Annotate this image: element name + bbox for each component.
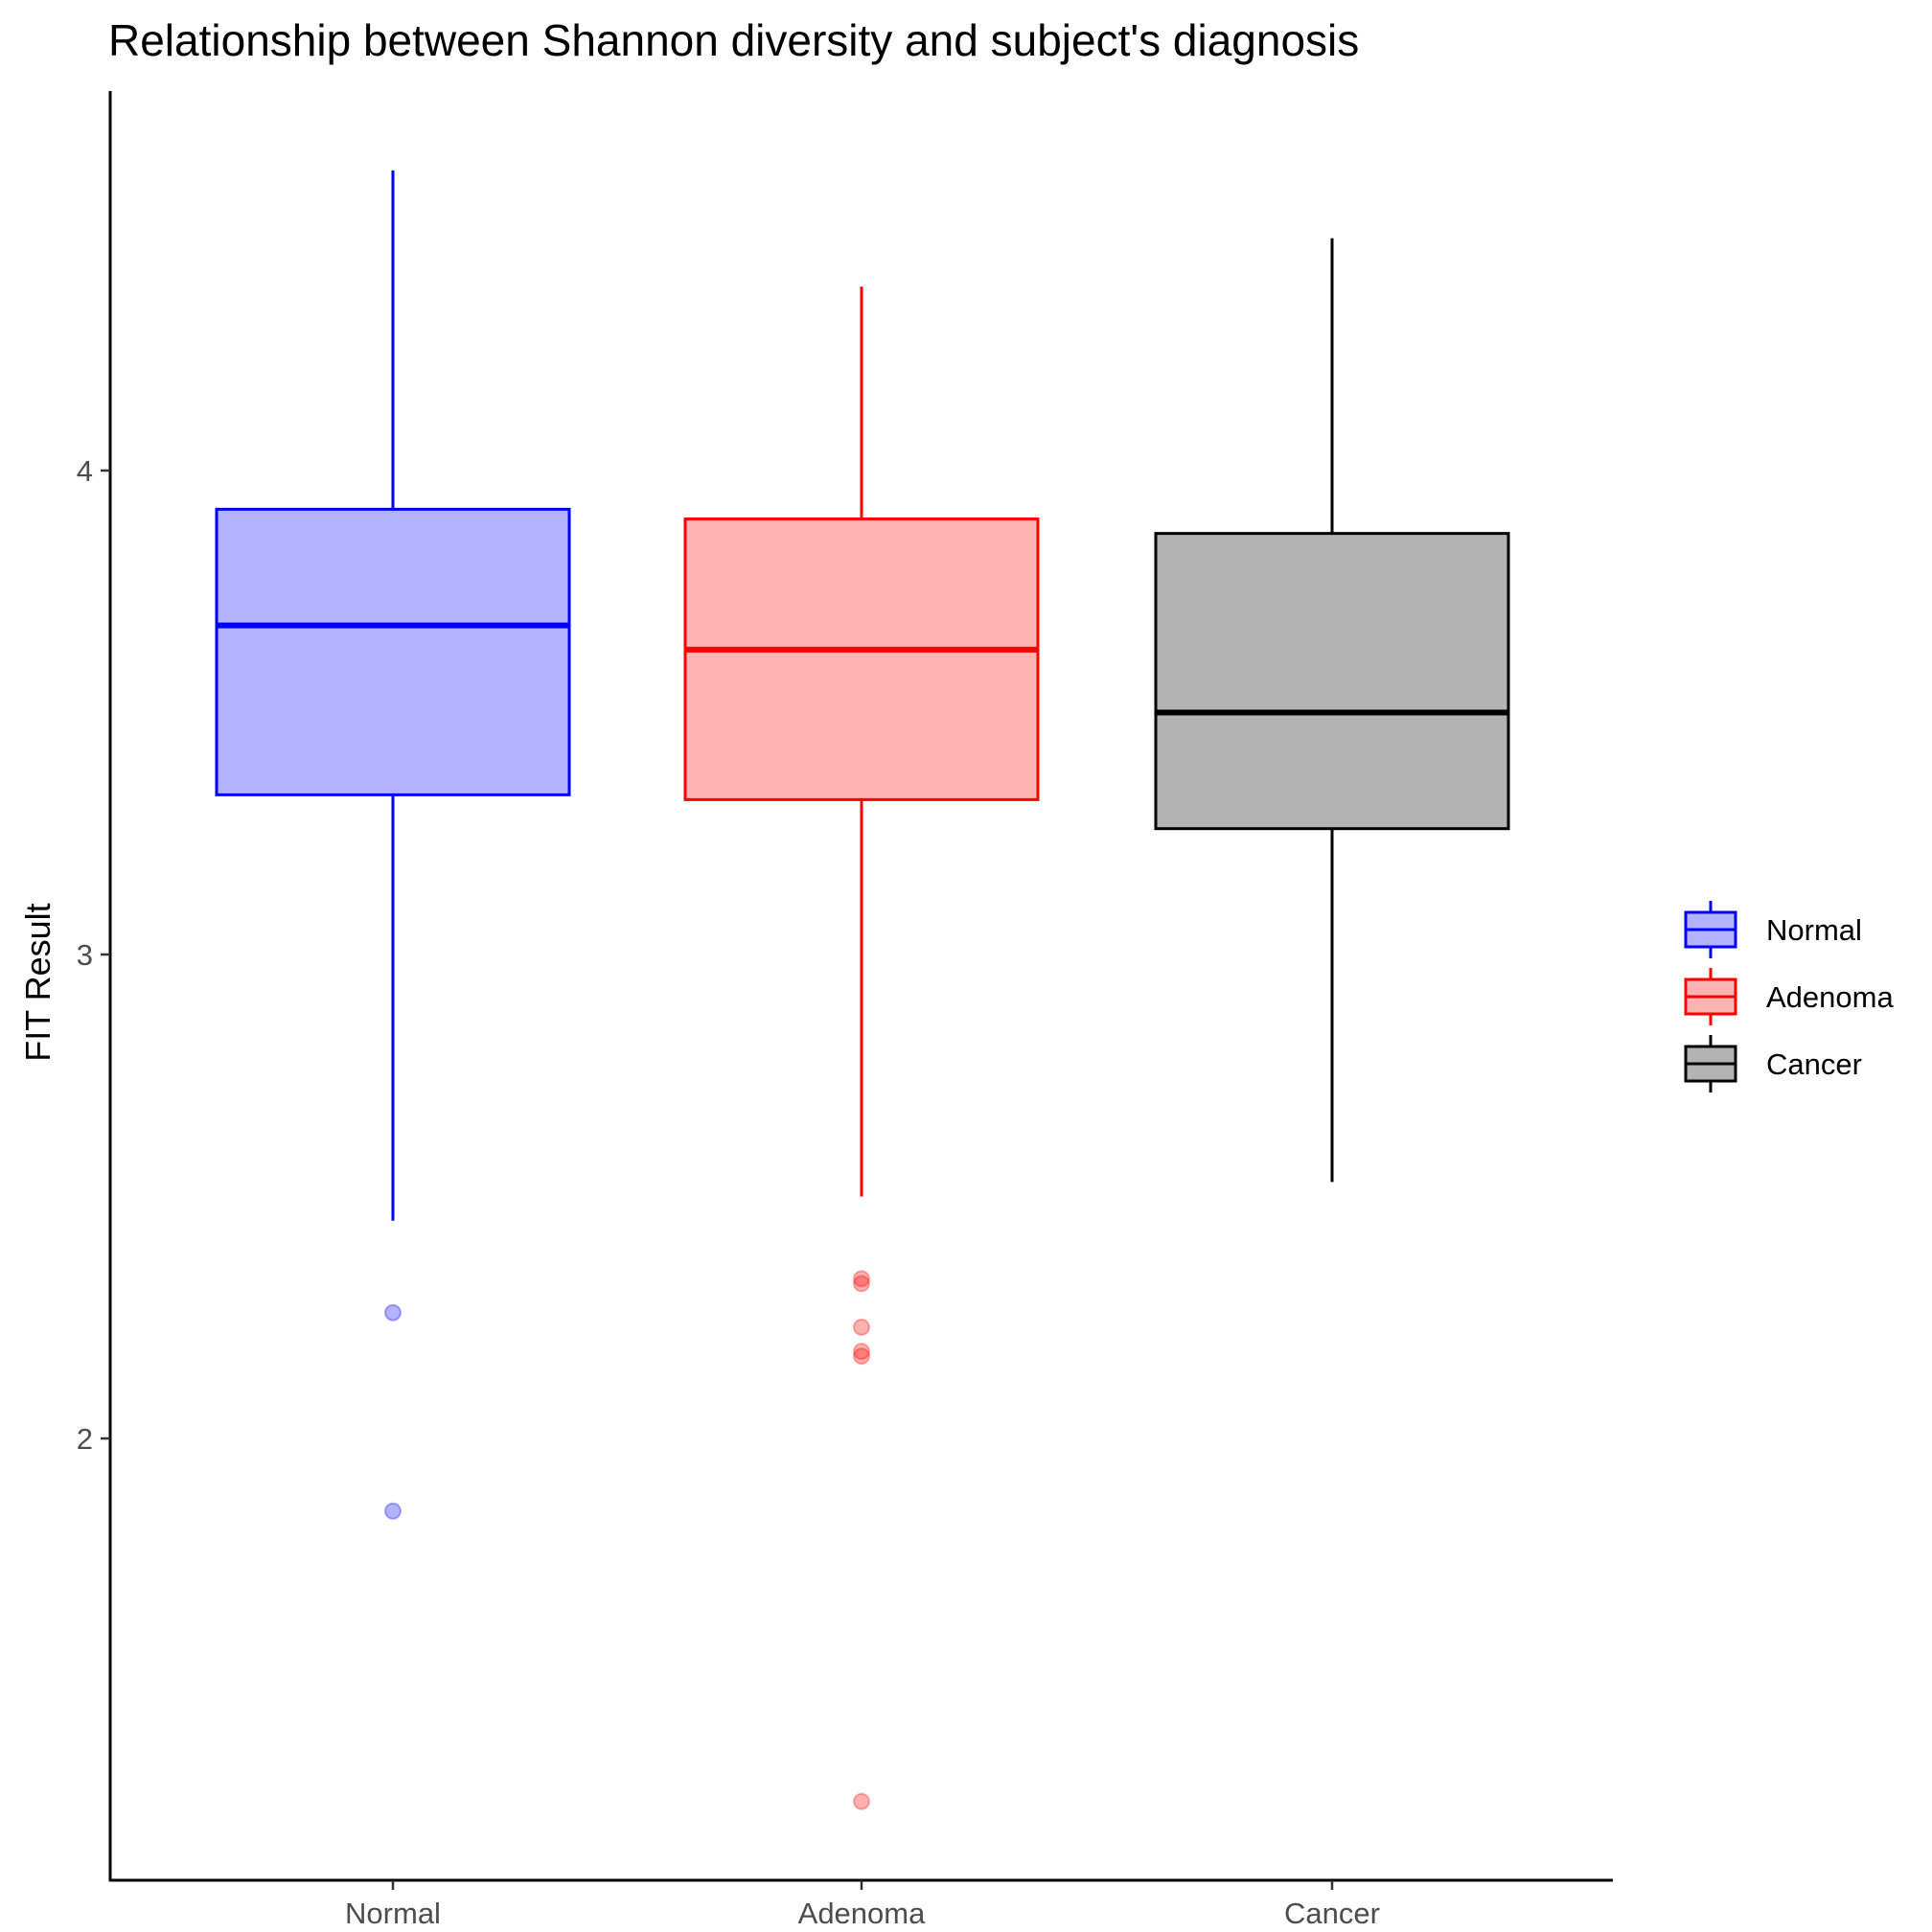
y-tick-label: 2 (77, 1422, 93, 1456)
box-iqr (1154, 532, 1510, 831)
outlier-point (384, 1303, 402, 1322)
y-tick-label: 4 (77, 454, 93, 488)
outlier-point (853, 1275, 870, 1293)
legend-item-normal: Normal (1684, 901, 1862, 958)
legend-label: Normal (1766, 913, 1862, 947)
outlier-point (853, 1343, 870, 1361)
y-axis-title: FIT Result (18, 903, 58, 1061)
legend-item-cancer: Cancer (1684, 1035, 1862, 1092)
legend-item-adenoma: Adenoma (1684, 968, 1894, 1025)
x-tick-label: Cancer (1284, 1897, 1380, 1930)
box-iqr (683, 518, 1040, 801)
outlier-point (384, 1502, 402, 1520)
y-tick-label: 3 (77, 938, 93, 972)
box-group-normal (215, 170, 571, 1520)
chart-title: Relationship between Shannon diversity a… (108, 15, 1359, 65)
legend-label: Adenoma (1766, 980, 1894, 1014)
outlier-point (853, 1270, 870, 1288)
x-tick-label: Adenoma (798, 1897, 926, 1930)
box-iqr (215, 507, 571, 796)
legend-label: Cancer (1766, 1047, 1862, 1081)
legend: Normal Adenoma Cancer (1684, 901, 1894, 1092)
outlier-point (853, 1347, 870, 1366)
outlier-point (853, 1792, 870, 1810)
x-tick-label: Normal (345, 1897, 441, 1930)
outlier-point (853, 1318, 870, 1336)
box-group-adenoma (683, 287, 1040, 1810)
box-group-cancer (1154, 238, 1510, 1183)
plot-area: 2 3 4 Normal Adenoma Cancer (77, 91, 1613, 1930)
